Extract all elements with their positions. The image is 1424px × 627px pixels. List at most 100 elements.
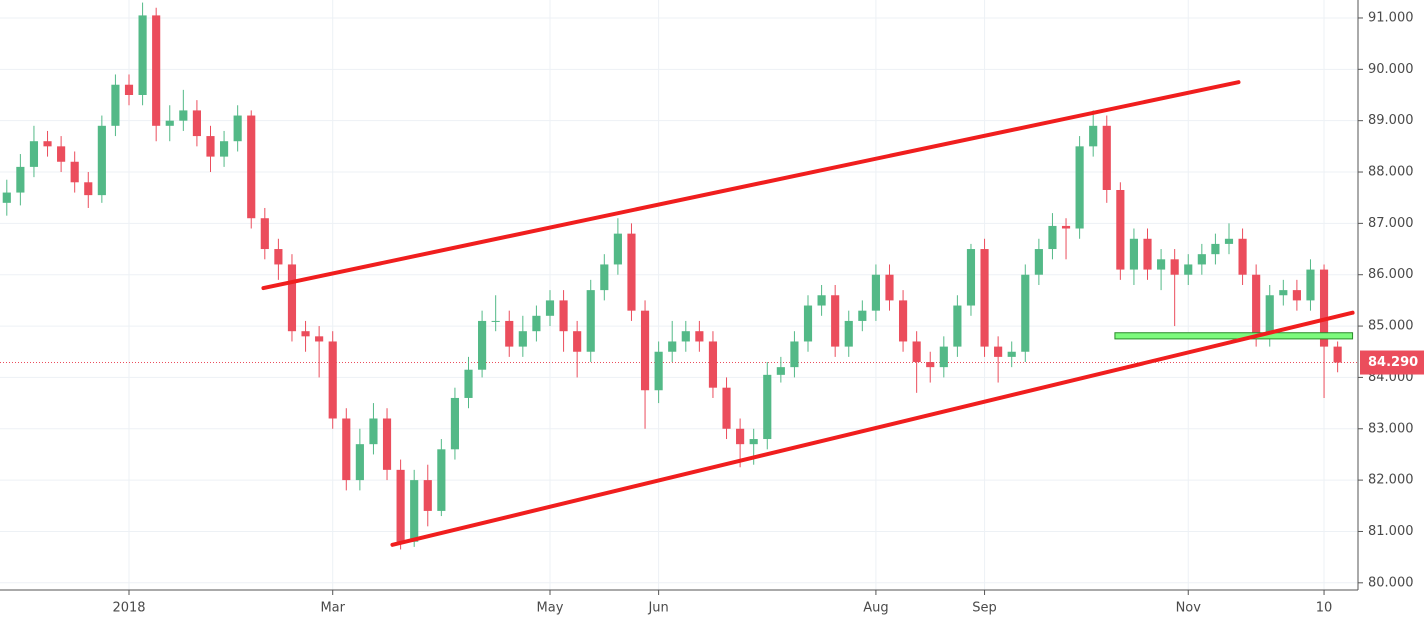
candle-body bbox=[966, 249, 976, 306]
y-tick-label: 85.000 bbox=[1368, 319, 1414, 334]
y-tick-label: 88.000 bbox=[1368, 165, 1414, 180]
candle-body bbox=[124, 84, 134, 95]
candle-body bbox=[1265, 295, 1274, 337]
candle-body bbox=[573, 331, 582, 352]
candle-body bbox=[57, 146, 66, 162]
candle-body bbox=[16, 166, 25, 193]
candle-body bbox=[1143, 238, 1152, 270]
y-tick-label: 90.000 bbox=[1368, 62, 1414, 77]
candle-body bbox=[668, 341, 677, 352]
candle-body bbox=[1252, 274, 1261, 337]
candle-body bbox=[1075, 146, 1084, 229]
y-tick-label: 80.000 bbox=[1368, 575, 1414, 590]
candle-body bbox=[1333, 346, 1342, 363]
candle-body bbox=[1238, 238, 1247, 275]
candle-body bbox=[97, 125, 106, 196]
x-tick-label: Sep bbox=[972, 601, 997, 616]
candle-body bbox=[1211, 243, 1220, 255]
candle-body bbox=[1292, 290, 1301, 301]
y-tick-label: 81.000 bbox=[1368, 524, 1414, 539]
candle-body bbox=[1129, 238, 1139, 270]
candle-body bbox=[355, 444, 364, 481]
candle-body bbox=[939, 346, 948, 368]
candle-body bbox=[315, 336, 324, 342]
candle-body bbox=[138, 15, 147, 95]
y-tick-label: 83.000 bbox=[1368, 421, 1414, 436]
y-tick-label: 89.000 bbox=[1368, 113, 1414, 128]
candle-body bbox=[831, 295, 840, 347]
candle-body bbox=[1102, 125, 1111, 190]
candle-body bbox=[980, 249, 989, 347]
candle-body bbox=[559, 300, 568, 332]
candle-body bbox=[1224, 238, 1234, 244]
candle-body bbox=[1048, 225, 1057, 250]
support-zone bbox=[1114, 332, 1354, 340]
last-price-label: 84.290 bbox=[1368, 355, 1418, 370]
x-tick-label: Mar bbox=[320, 601, 345, 616]
x-tick-label: 10 bbox=[1316, 601, 1333, 616]
candle-body bbox=[382, 418, 392, 470]
candle-body bbox=[736, 428, 745, 445]
candle-body bbox=[43, 141, 52, 147]
candle-body bbox=[1170, 259, 1179, 275]
candle-body bbox=[654, 351, 663, 391]
candle-body bbox=[260, 218, 269, 250]
candle-body bbox=[1157, 259, 1166, 270]
candle-body bbox=[518, 331, 527, 347]
candle-body bbox=[287, 264, 297, 332]
candle-body bbox=[763, 374, 772, 440]
candle-body bbox=[437, 449, 446, 511]
last-price-box bbox=[1360, 350, 1424, 375]
candle-body bbox=[328, 341, 337, 419]
candle-body bbox=[695, 331, 704, 342]
candle-body bbox=[640, 310, 650, 391]
candle-body bbox=[111, 84, 120, 126]
candle-body bbox=[545, 300, 555, 316]
x-tick-label: Nov bbox=[1176, 601, 1202, 616]
candle-body bbox=[396, 469, 405, 542]
candle-body bbox=[1197, 254, 1206, 265]
candle-body bbox=[505, 320, 514, 347]
candle-body bbox=[627, 233, 636, 311]
candle-body bbox=[410, 480, 419, 542]
trendline bbox=[390, 310, 1355, 547]
candle-body bbox=[600, 264, 609, 291]
candle-body bbox=[464, 369, 473, 398]
y-tick-label: 86.000 bbox=[1368, 267, 1414, 282]
candle-body bbox=[898, 300, 908, 342]
candle-body bbox=[613, 233, 622, 265]
candle-body bbox=[532, 315, 541, 332]
candle-body bbox=[2, 192, 11, 203]
candle-body bbox=[70, 161, 79, 183]
candle-body bbox=[301, 331, 310, 337]
candle-body bbox=[478, 320, 487, 370]
candle-body bbox=[803, 305, 813, 342]
candle-body bbox=[165, 120, 174, 126]
candle-body bbox=[450, 397, 460, 450]
candle-body bbox=[1116, 189, 1125, 270]
candle-body bbox=[84, 182, 93, 196]
candle-body bbox=[994, 346, 1003, 357]
candle-body bbox=[152, 15, 161, 126]
trendline bbox=[261, 80, 1241, 291]
candle-body bbox=[776, 367, 785, 375]
candle-body bbox=[247, 115, 256, 219]
candle-body bbox=[192, 110, 201, 137]
candle-body bbox=[681, 331, 690, 342]
x-tick-label: 2018 bbox=[112, 601, 145, 616]
candle-body bbox=[817, 295, 826, 306]
candle-body bbox=[1089, 125, 1098, 147]
candle-body bbox=[1306, 269, 1315, 301]
candle-body bbox=[274, 249, 283, 265]
candle-body bbox=[1279, 290, 1288, 296]
candle-body bbox=[1319, 269, 1329, 347]
candle-body bbox=[790, 341, 799, 368]
candle-body bbox=[1007, 351, 1016, 357]
candle-body bbox=[844, 320, 853, 347]
candle-body bbox=[912, 341, 921, 363]
candle-body bbox=[953, 305, 962, 347]
candle-body bbox=[233, 115, 242, 142]
candle-body bbox=[926, 362, 935, 368]
